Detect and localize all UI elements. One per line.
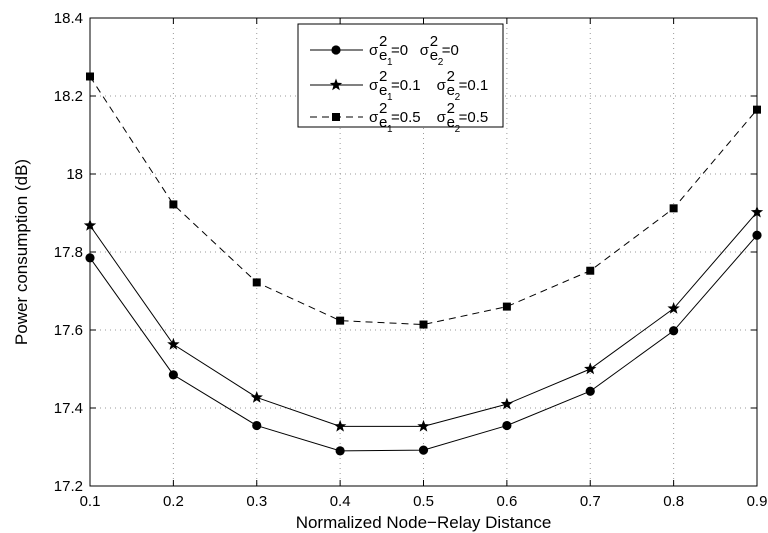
y-tick-label: 17.4 [54,400,83,417]
data-point-square [753,105,761,114]
data-point-square [252,278,261,287]
x-tick-label: 0.8 [663,493,684,510]
legend-entry-3: σ2e 1=0.5 σ2e 2=0.5 [310,100,488,135]
data-point-circle [502,420,512,431]
data-point-circle [669,326,679,336]
y-tick-label: 17.6 [54,322,83,339]
legend-sigma: σ [420,42,430,59]
legend-value: =0.1 [459,77,489,94]
data-point-circle [752,230,762,240]
x-tick-label: 0.4 [330,493,351,510]
axis-ticks: 0.1 0.2 0.3 0.4 0.5 0.6 0.7 0.8 0.9 17.2 17.4 17.6 1… [54,10,768,510]
legend-superscript: 2 [430,33,438,50]
legend-subscript-e: e [379,47,387,64]
legend-sigma: σ [369,77,379,94]
legend-value: =0 [391,42,408,59]
x-tick-label: 0.2 [163,493,184,510]
legend-sigma: σ [437,77,447,94]
legend-superscript: 2 [379,68,387,85]
data-point-star [329,78,343,91]
data-point-star [584,362,597,375]
x-axis-label: Normalized Node−Relay Distance [296,513,552,532]
data-point-circle [252,420,262,431]
data-point-square [419,320,428,329]
data-point-star [250,390,263,403]
series-1 [85,230,762,456]
legend-subscript-index: 1 [387,57,393,68]
legend-superscript: 2 [379,100,387,117]
legend-subscript-e: e [379,82,387,99]
data-point-star [83,218,97,231]
legend-value: =0.5 [459,109,489,126]
data-point-square [502,302,511,311]
y-axis-label: Power consumption (dB) [12,159,31,345]
y-tick-label: 18 [66,166,83,183]
data-series [83,72,764,456]
series-3 [86,72,761,329]
y-tick-label: 18.4 [54,10,83,27]
legend-box [297,23,504,128]
x-tick-label: 0.1 [80,493,101,510]
y-tick-label: 17.2 [54,478,83,495]
data-point-circle [168,370,178,380]
y-tick-label: 18.2 [54,88,83,105]
series-2-line [89,211,758,427]
data-point-circle [585,386,595,396]
data-point-circle [418,445,429,455]
legend-subscript-index: 2 [455,92,461,103]
y-tick-label: 17.8 [54,244,83,261]
legend-entry-2: σ2e 1=0.1 σ2e 2=0.1 [310,68,488,103]
legend-superscript: 2 [447,100,455,117]
data-point-circle [335,446,345,456]
x-tick-label: 0.9 [747,493,768,510]
data-point-star [750,205,764,218]
data-point-circle [331,45,341,55]
legend-sigma: σ [369,109,379,126]
data-point-square [86,72,94,81]
data-point-star [667,302,680,314]
legend-subscript-index: 2 [455,124,461,135]
legend-subscript-index: 2 [438,57,444,68]
data-point-star [417,419,430,432]
data-point-circle [85,253,95,263]
legend-superscript: 2 [447,68,455,85]
data-point-square [169,200,178,209]
legend-value: =0.1 [391,77,421,94]
legend-subscript-e: e [447,114,455,131]
data-point-square [332,113,340,121]
x-tick-label: 0.7 [580,493,601,510]
x-tick-label: 0.6 [496,493,517,510]
data-point-star [500,397,514,410]
data-point-star [167,337,180,350]
legend-subscript-e: e [430,47,438,64]
series-2 [83,205,764,432]
legend-subscript-e: e [447,82,455,99]
grid-lines [90,18,757,486]
legend-sigma: σ [437,109,447,126]
legend-superscript: 2 [379,33,387,50]
legend-subscript-e: e [379,114,387,131]
data-point-square [669,204,678,213]
data-point-square [586,266,595,275]
legend-entry-1: σ2e 1=0 σ2e 2=0 [310,33,459,68]
legend-value: =0.5 [391,109,421,126]
x-tick-label: 0.3 [246,493,267,510]
data-point-star [333,419,347,432]
x-tick-label: 0.5 [413,493,434,510]
legend-sigma: σ [369,42,379,59]
data-point-square [336,316,345,325]
legend-subscript-index: 1 [387,92,393,103]
series-3-line [89,76,758,326]
legend-subscript-index: 1 [387,124,393,135]
legend-value: =0 [442,42,459,59]
